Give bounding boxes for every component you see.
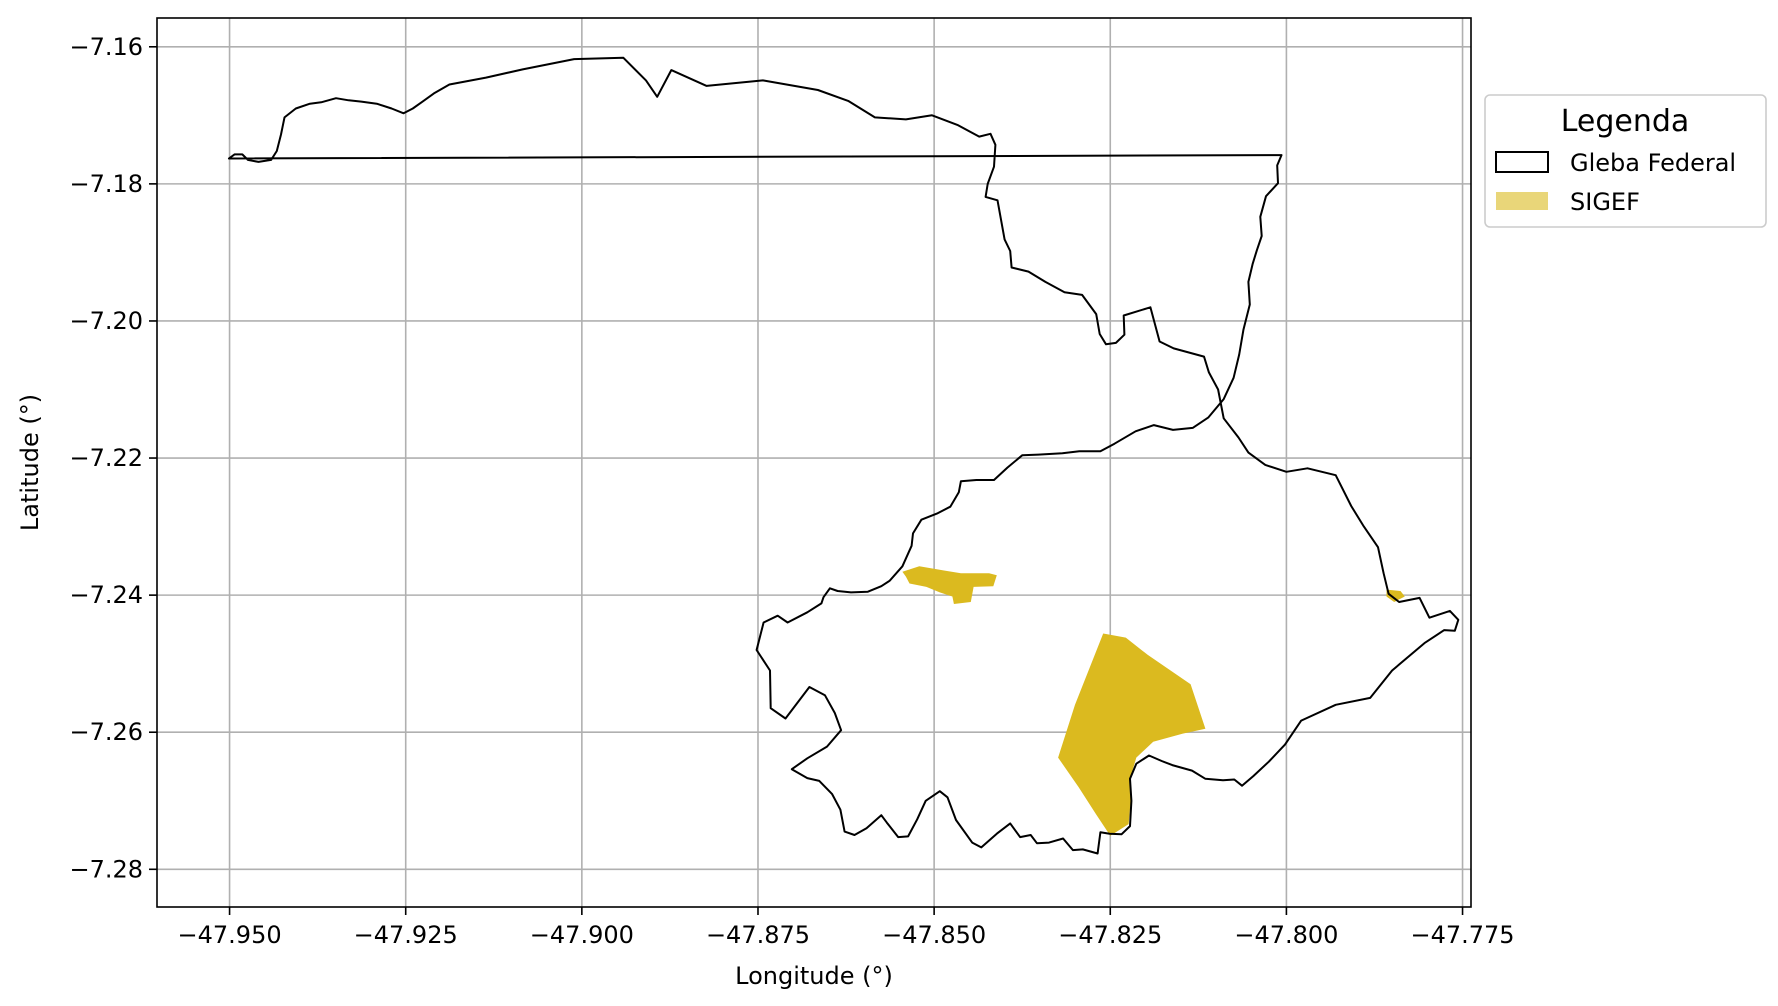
y-tick-label: −7.28 <box>69 855 143 883</box>
y-tick-label: −7.22 <box>69 444 143 472</box>
gleba-federal-boundary <box>227 56 1460 855</box>
x-tick-label: −47.950 <box>178 921 282 949</box>
sigef-parcel-1 <box>1058 633 1206 836</box>
legend-box <box>1484 94 1767 228</box>
legend-swatch-sigef <box>1496 192 1548 210</box>
y-tick-label: −7.16 <box>69 33 143 61</box>
x-axis-label: Longitude (°) <box>735 962 893 990</box>
y-tick-label: −7.20 <box>69 307 143 335</box>
legend-swatch-gleba-federal <box>1495 151 1549 173</box>
x-tick-label: −47.775 <box>1410 921 1514 949</box>
map-layers <box>227 56 1460 855</box>
y-axis-label: Latitude (°) <box>16 394 44 531</box>
x-tick-label: −47.800 <box>1234 921 1338 949</box>
legend-label-sigef: SIGEF <box>1570 188 1640 216</box>
grid <box>157 18 1471 907</box>
x-tick-label: −47.850 <box>882 921 986 949</box>
sigef-parcel-3 <box>1386 589 1405 602</box>
y-tick-label: −7.24 <box>69 581 143 609</box>
y-tick-label: −7.26 <box>69 718 143 746</box>
legend: Legenda Gleba Federal SIGEF <box>1484 94 1767 228</box>
axes-frame <box>156 17 1472 908</box>
x-tick-label: −47.900 <box>530 921 634 949</box>
x-tick-label: −47.875 <box>706 921 810 949</box>
sigef-parcel-2 <box>902 566 997 604</box>
legend-label-gleba-federal: Gleba Federal <box>1570 149 1736 177</box>
legend-title: Legenda <box>1561 104 1690 139</box>
y-tick-label: −7.18 <box>69 170 143 198</box>
x-tick-label: −47.825 <box>1058 921 1162 949</box>
x-tick-label: −47.925 <box>354 921 458 949</box>
axis-ticks: −47.950 −47.925 −47.900 −47.875 −47.850 −47.8… <box>69 33 1514 949</box>
